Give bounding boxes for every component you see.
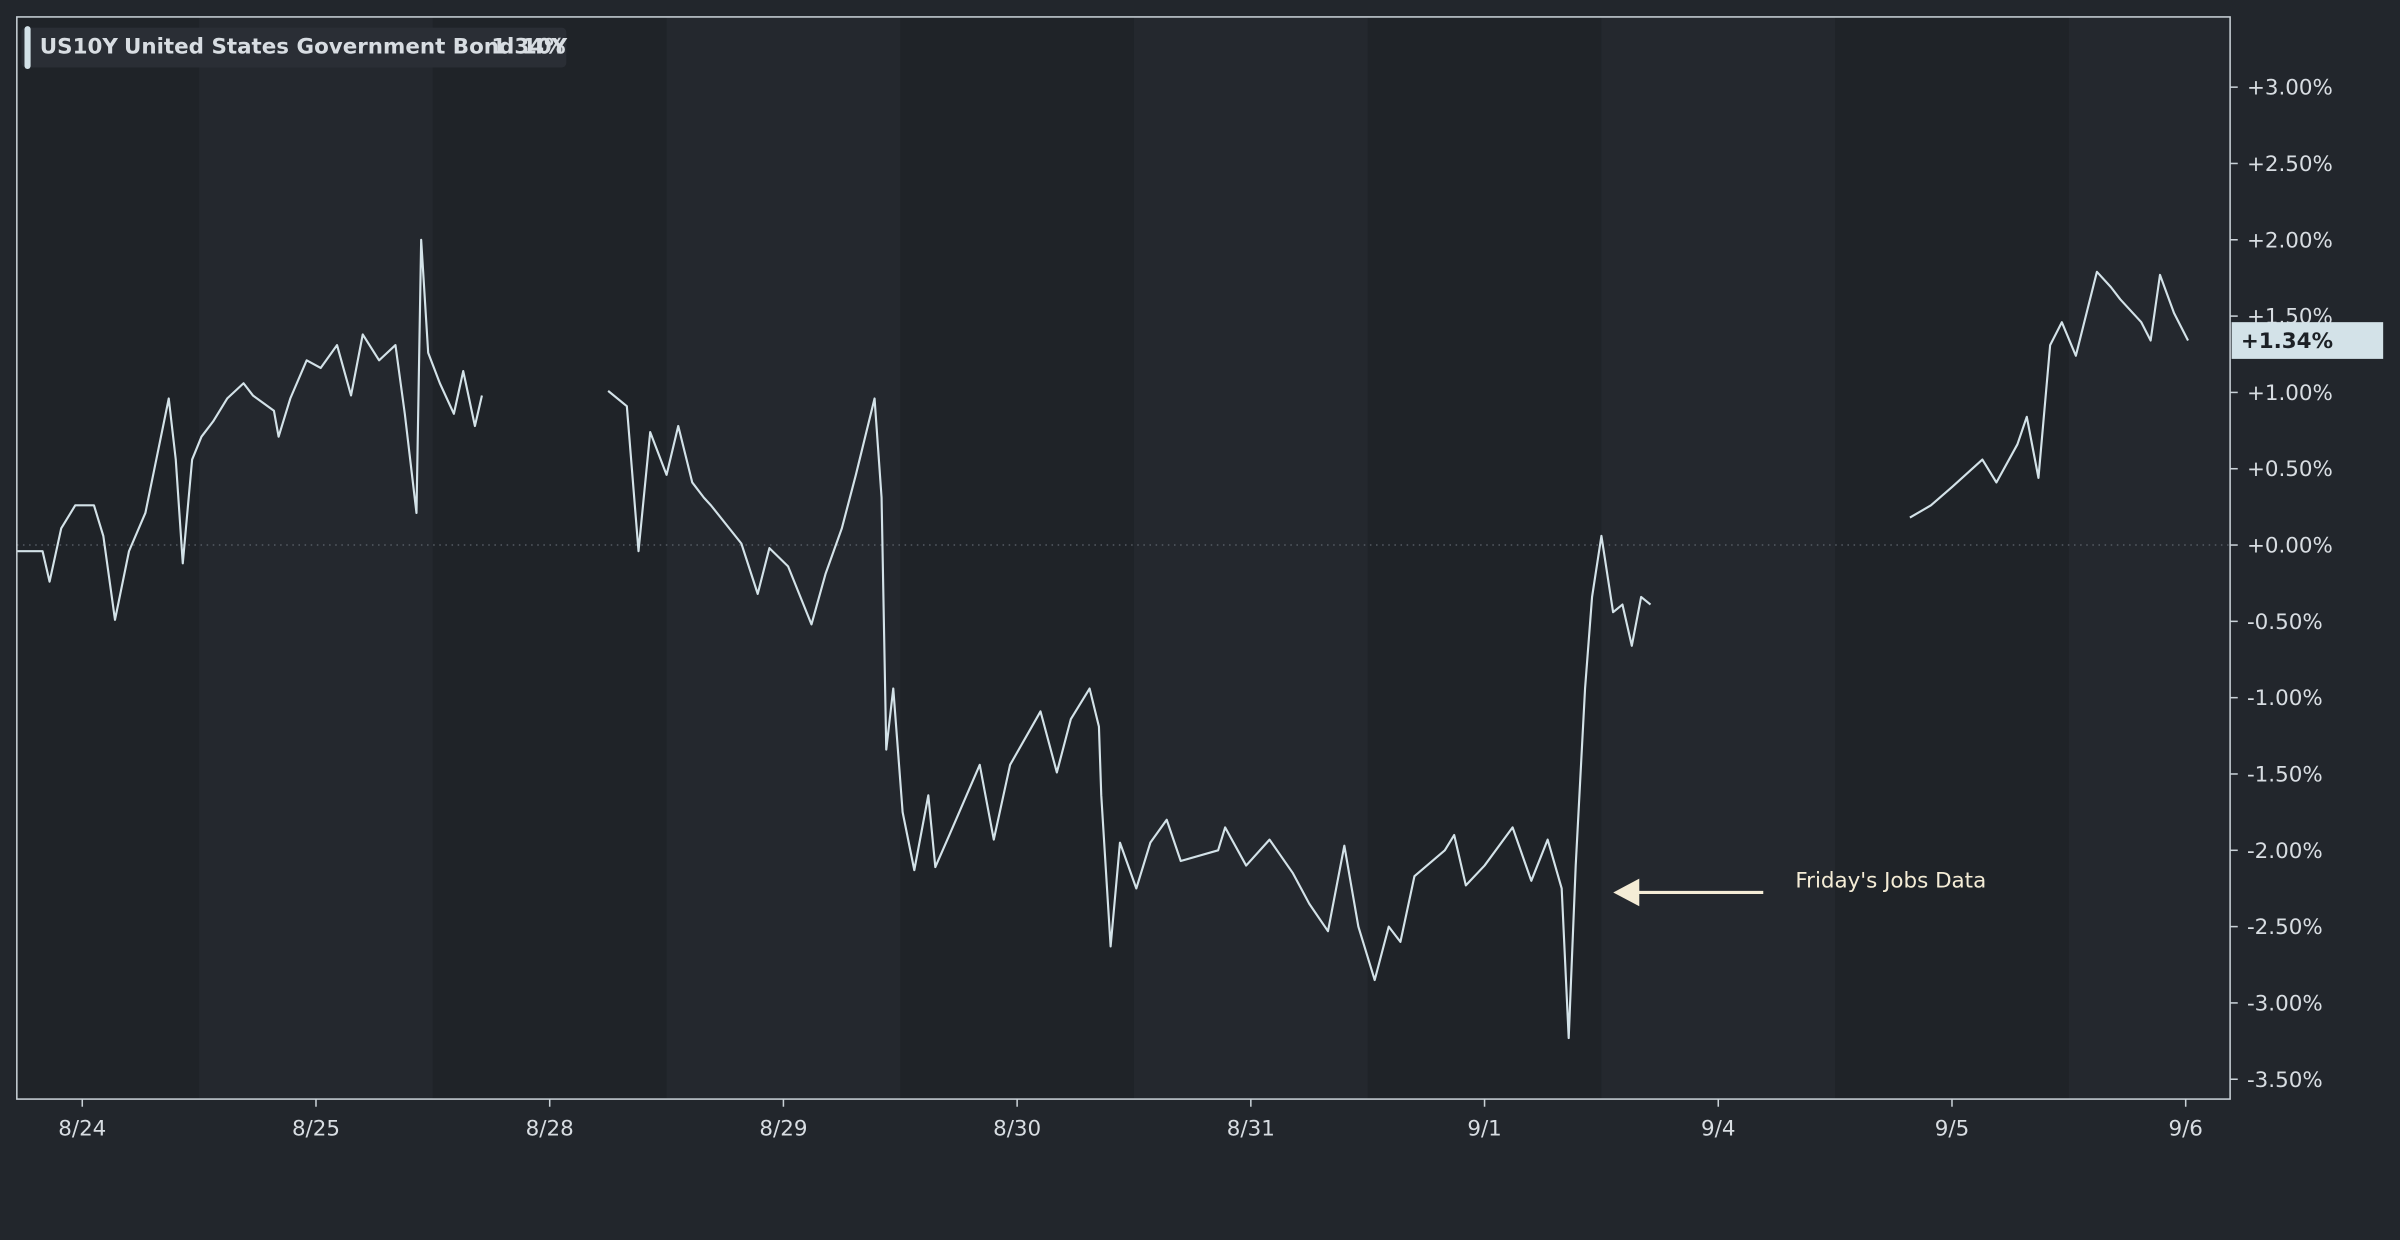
y-tick-label: -3.50% — [2247, 1068, 2323, 1093]
y-tick-label: +0.00% — [2247, 534, 2333, 559]
x-tick-label: 9/6 — [2168, 1117, 2202, 1142]
x-tick-label: 8/25 — [292, 1117, 340, 1142]
y-tick-label: -1.00% — [2247, 686, 2323, 711]
day-band — [432, 16, 667, 1100]
legend-symbol: US10Y — [40, 35, 119, 60]
annotation-text: Friday's Jobs Data — [1795, 869, 1986, 894]
annotation-arrowhead — [1613, 878, 1640, 907]
plot-frame — [16, 16, 2231, 1100]
annotation: Friday's Jobs Data — [1613, 869, 1986, 907]
day-bands — [16, 16, 2231, 1100]
y-tick-label: -0.50% — [2247, 610, 2323, 635]
x-tick-label: 8/29 — [759, 1117, 807, 1142]
legend-name: United States Government Bond 10Y — [124, 35, 568, 60]
x-tick-label: 8/28 — [526, 1117, 574, 1142]
x-tick-label: 9/1 — [1467, 1117, 1501, 1142]
x-tick-label: 9/5 — [1935, 1117, 1969, 1142]
y-tick-label: -3.00% — [2247, 991, 2323, 1016]
y-tick-label: +2.00% — [2247, 228, 2333, 253]
last-value-tag — [2231, 322, 2384, 359]
y-tick-label: -1.50% — [2247, 763, 2323, 788]
y-tick-label: -2.00% — [2247, 839, 2323, 864]
x-tick-label: 8/24 — [58, 1117, 106, 1142]
day-band — [666, 16, 901, 1100]
day-band — [1835, 16, 2069, 1100]
x-tick-label: 9/4 — [1701, 1117, 1735, 1142]
legend-value: 1.34% — [491, 35, 565, 60]
day-band — [1601, 16, 1836, 1100]
series-line — [16, 238, 2189, 1040]
day-band — [1133, 16, 1368, 1100]
legend-box — [21, 27, 567, 68]
legend: US10Y United States Government Bond 10Y … — [21, 26, 568, 69]
day-band — [2068, 16, 2231, 1100]
y-tick-label: +3.00% — [2247, 76, 2333, 101]
day-band — [199, 16, 433, 1100]
day-band — [16, 16, 200, 1100]
legend-swatch — [24, 26, 31, 69]
day-band — [900, 16, 1134, 1100]
x-tick-label: 8/30 — [993, 1117, 1041, 1142]
y-tick-label: +0.50% — [2247, 457, 2333, 482]
x-tick-label: 8/31 — [1227, 1117, 1275, 1142]
y-tick-label: +1.00% — [2247, 381, 2333, 406]
day-band — [1367, 16, 1602, 1100]
y-tick-label: +2.50% — [2247, 152, 2333, 177]
y-tick-label: -2.50% — [2247, 915, 2323, 940]
last-value-tag-label: +1.34% — [2241, 329, 2333, 354]
